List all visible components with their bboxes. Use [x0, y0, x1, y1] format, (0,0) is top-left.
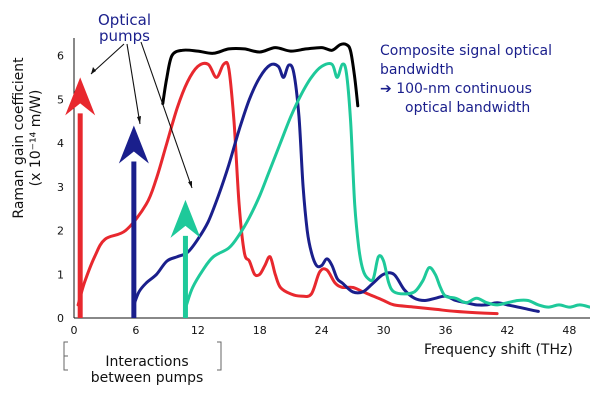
x-tick-labels: 0 6 12 18 24 30 36 42 48 [71, 324, 577, 337]
y-axis-title: Raman gain coefficient [11, 57, 27, 219]
x-tick-label: 6 [132, 324, 139, 337]
pumps-label-line1: Optical [98, 11, 151, 29]
x-axis-label: Frequency shift (THz) [424, 342, 573, 358]
y-tick-label: 6 [57, 50, 64, 63]
composite-note: Composite signal optical bandwidth ➔ 100… [380, 42, 552, 118]
y-tick-label: 2 [57, 225, 64, 238]
series-line [185, 62, 590, 309]
pump-arrow-shaft [182, 235, 188, 318]
x-tick-label: 42 [500, 324, 514, 337]
right-arrow-icon: ➔ [380, 81, 392, 97]
bracket-line1: Interactions [105, 354, 189, 370]
pumps-label: Optical pumps [98, 12, 151, 44]
series-line [161, 42, 360, 108]
y-tick-labels: 0 1 2 3 4 5 6 [57, 50, 64, 326]
y-tick-label: 5 [57, 93, 64, 106]
note-line3-row: ➔ 100-nm continuous [380, 80, 552, 99]
pump-arrow-head [65, 77, 96, 116]
x-tick-label: 30 [377, 324, 391, 337]
note-line4: optical bandwidth [405, 100, 531, 116]
pointer-line-green [140, 41, 193, 189]
y-tick-label: 4 [57, 137, 64, 150]
x-tick-label: 12 [191, 324, 205, 337]
note-line2: bandwidth [380, 62, 454, 78]
y-axis-label: Raman gain coefficient (x 10⁻¹⁴ m/W) [11, 57, 45, 218]
pointer-line-blue [126, 43, 141, 125]
pump-arrow-shaft [77, 113, 83, 318]
axes [73, 38, 590, 319]
bracket-line2: between pumps [90, 370, 204, 386]
x-tick-label: 36 [439, 324, 453, 337]
x-tick-label: 18 [253, 324, 267, 337]
pointer-head-blue [137, 116, 141, 124]
x-tick-label: 0 [71, 324, 78, 337]
pump-arrow-head [170, 199, 201, 238]
pump-arrow-shaft [131, 161, 137, 318]
y-tick-label: 0 [57, 312, 64, 325]
pumps-label-line2: pumps [99, 27, 150, 45]
series-line [76, 60, 499, 316]
y-axis-unit: (x 10⁻¹⁴ m/W) [28, 89, 44, 187]
x-tick-label: 48 [562, 324, 576, 337]
series-group [76, 42, 590, 316]
y-tick-label: 1 [57, 268, 64, 281]
pointer-line-red [90, 43, 125, 75]
note-line1: Composite signal optical [380, 43, 553, 59]
pump-arrow-head [118, 125, 149, 164]
interactions-label: Interactions between pumps [91, 354, 204, 386]
series-line [132, 62, 540, 313]
y-tick-label: 3 [57, 181, 64, 194]
note-line3: 100-nm continuous [396, 81, 532, 97]
pointer-head-green [188, 181, 192, 188]
pump-pointers [90, 41, 193, 189]
x-tick-label: 24 [315, 324, 329, 337]
pointer-head-red [91, 67, 96, 74]
pump-arrows [65, 77, 201, 318]
